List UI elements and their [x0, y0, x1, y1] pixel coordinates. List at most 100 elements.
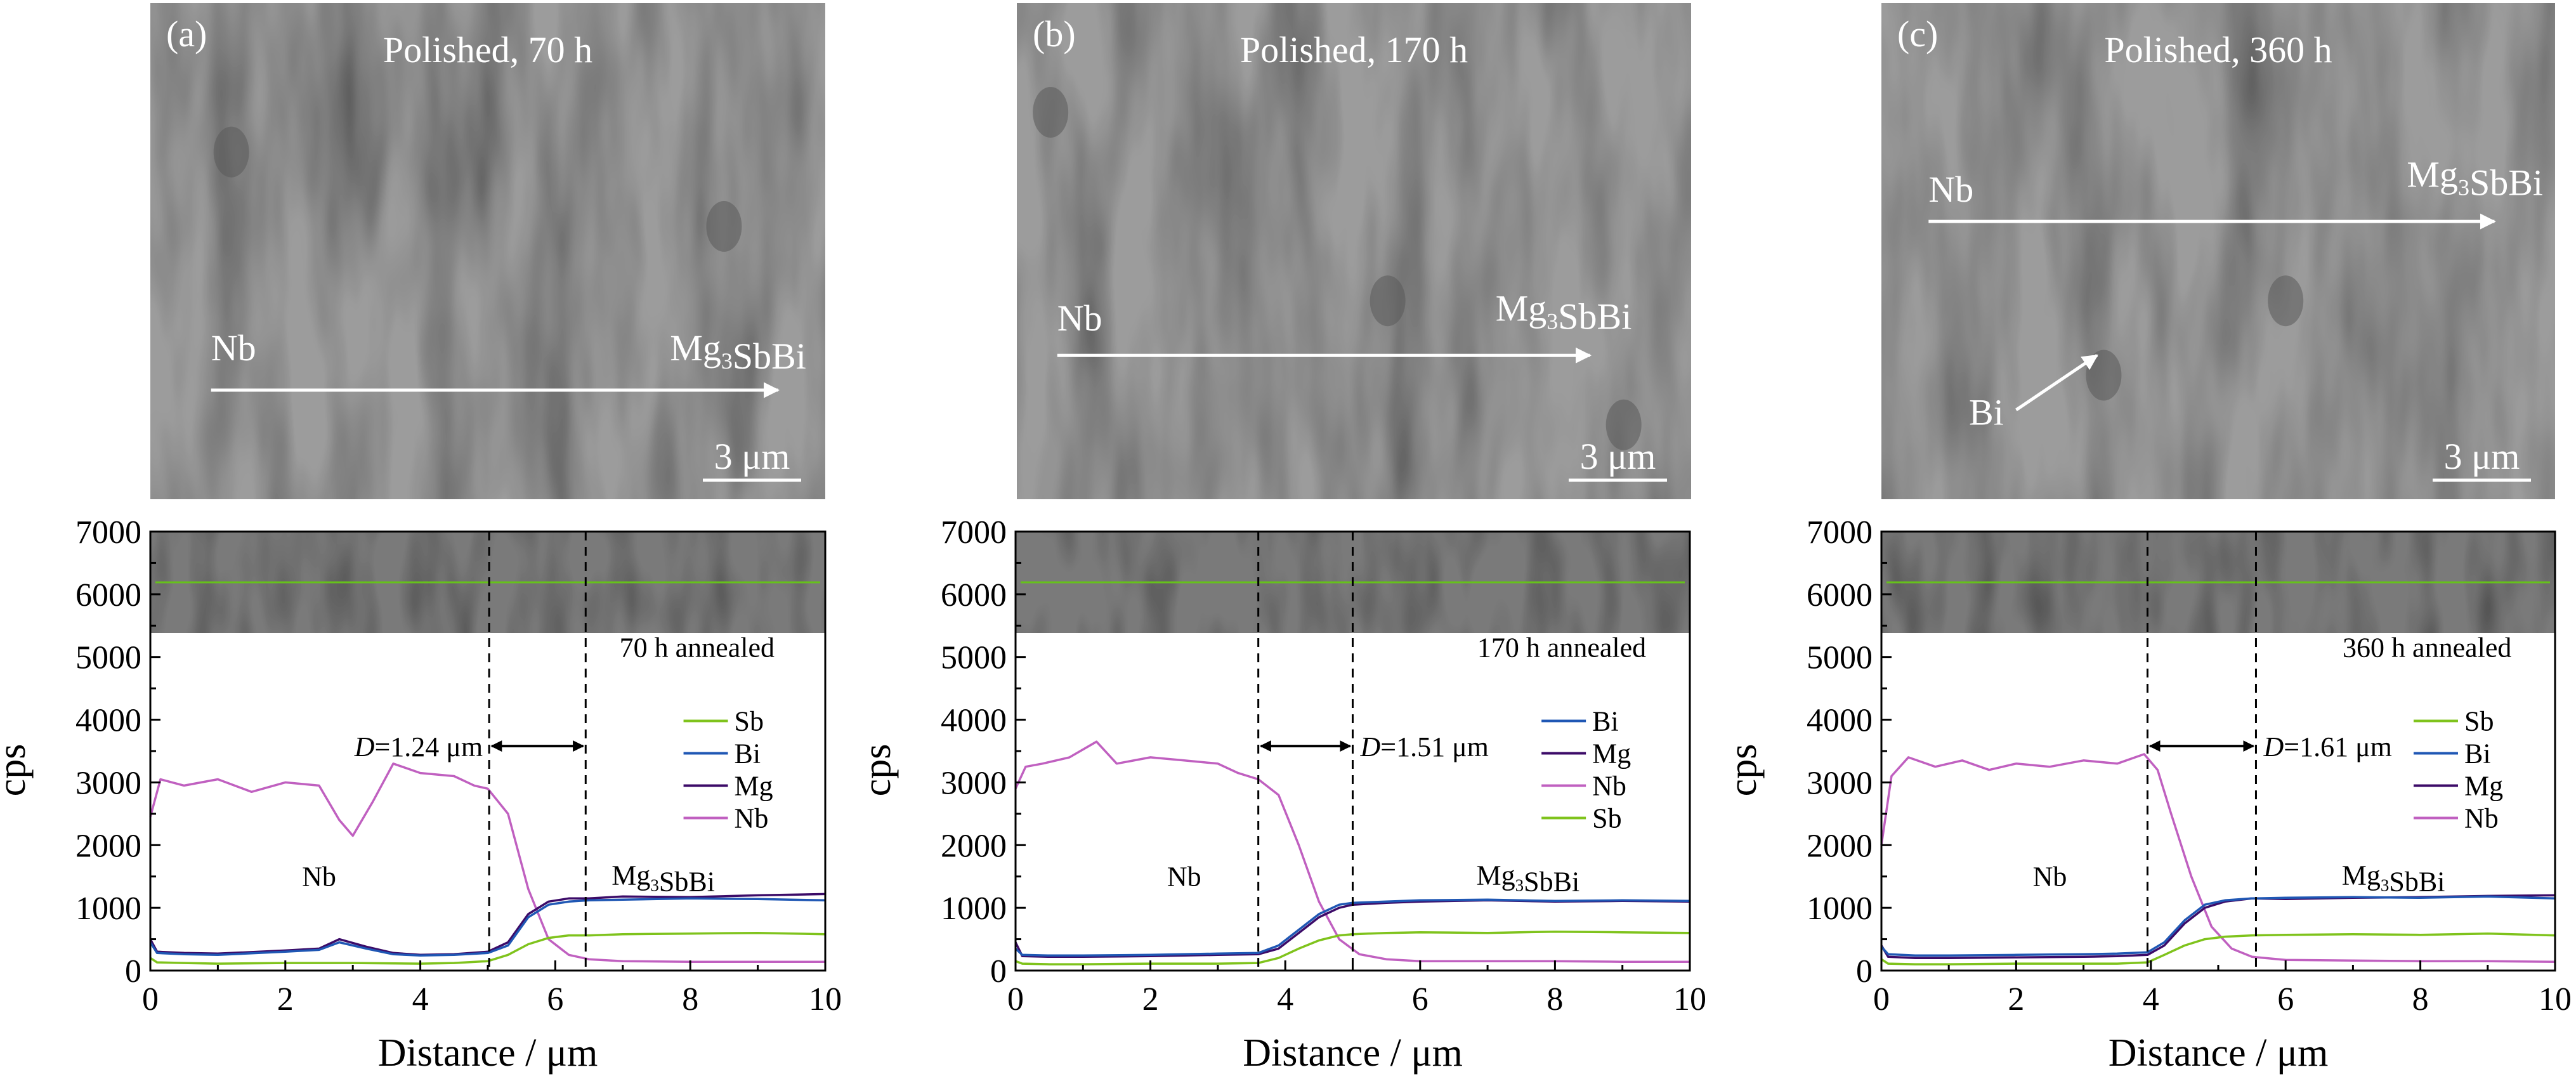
- diffusion-width-label: D=1.24 μm: [354, 731, 483, 762]
- y-tick-label: 1000: [75, 891, 141, 927]
- y-tick-label: 3000: [75, 765, 141, 801]
- x-axis-title: Distance / μm: [378, 1031, 598, 1075]
- bi-particle-label: Bi: [1969, 392, 2004, 433]
- x-tick-label: 4: [1277, 981, 1293, 1017]
- annealed-label: 360 h annealed: [2343, 632, 2511, 664]
- x-tick-label: 2: [2008, 981, 2024, 1017]
- diffusion-width-label: D=1.51 μm: [1360, 731, 1489, 762]
- y-tick-label: 5000: [941, 640, 1007, 676]
- sem-dark-feature: [706, 200, 742, 252]
- region-label-left: Nb: [302, 861, 336, 893]
- panel-label: (c): [1897, 13, 1938, 55]
- panel-a: (a) Polished, 70 h Nb Mg3SbBi 3 μm D=1.24 μm 7…: [0, 3, 842, 1075]
- y-tick-label: 5000: [1807, 640, 1873, 676]
- x-tick-label: 10: [2539, 981, 2572, 1017]
- arrow-start-label: Nb: [1057, 298, 1102, 339]
- y-tick-label: 4000: [1807, 703, 1873, 739]
- sem-background: [1017, 3, 1691, 499]
- annealed-label: 70 h annealed: [620, 632, 775, 664]
- arrow-end-label: Mg3SbBi: [670, 327, 806, 377]
- series-bi: [1880, 895, 2556, 957]
- sem-dark-feature: [213, 126, 249, 178]
- series-mg: [149, 893, 826, 957]
- y-tick-label: 6000: [1807, 577, 1873, 613]
- y-tick-label: 5000: [75, 640, 141, 676]
- series-nb: [149, 762, 825, 963]
- legend-label-sb: Sb: [2464, 706, 2494, 737]
- sem-dark-feature: [1033, 87, 1069, 138]
- scale-bar-label: 3 μm: [2444, 436, 2520, 477]
- sem-image: (a) Polished, 70 h Nb Mg3SbBi 3 μm: [150, 3, 825, 499]
- y-tick-label: 2000: [941, 828, 1007, 864]
- x-tick-label: 8: [682, 981, 698, 1017]
- y-tick-label: 7000: [75, 514, 141, 551]
- panel-label: (a): [166, 13, 207, 55]
- series-nb: [1014, 740, 1690, 963]
- x-axis-title: Distance / μm: [1243, 1031, 1463, 1075]
- x-tick-label: 0: [1873, 981, 1890, 1017]
- diffusion-width-label: D=1.61 μm: [2263, 731, 2391, 762]
- sem-dark-feature: [2268, 275, 2304, 327]
- sem-dark-feature: [1370, 275, 1406, 327]
- sem-image: (b) Polished, 170 h Nb Mg3SbBi 3 μm: [1017, 3, 1691, 499]
- x-tick-label: 8: [1546, 981, 1563, 1017]
- sem-background: [1881, 3, 2555, 499]
- legend-label-bi: Bi: [2464, 738, 2491, 769]
- y-tick-label: 0: [990, 953, 1007, 990]
- y-tick-label: 0: [125, 953, 141, 990]
- y-tick-label: 7000: [941, 514, 1007, 551]
- legend-label-nb: Nb: [1592, 771, 1626, 802]
- sem-background: [150, 3, 825, 499]
- x-tick-label: 0: [142, 981, 159, 1017]
- x-tick-label: 6: [2277, 981, 2294, 1017]
- y-axis-title: cps: [0, 744, 34, 797]
- arrow-start-label: Nb: [1928, 169, 1973, 210]
- y-tick-label: 4000: [75, 703, 141, 739]
- legend-label-nb: Nb: [735, 803, 769, 834]
- legend-label-mg: Mg: [735, 771, 773, 802]
- x-tick-label: 8: [2412, 981, 2429, 1017]
- x-tick-label: 10: [1673, 981, 1706, 1017]
- series-bi: [149, 897, 826, 957]
- sem-dark-feature: [1605, 399, 1642, 450]
- sem-title: Polished, 70 h: [383, 29, 592, 70]
- y-tick-label: 1000: [1807, 891, 1873, 927]
- series-nb: [1880, 753, 2556, 963]
- y-tick-label: 6000: [75, 577, 141, 613]
- series-bi: [1014, 898, 1690, 957]
- legend-label-bi: Bi: [735, 738, 761, 769]
- region-label-right: Mg3SbBi: [611, 860, 715, 898]
- arrow-end-label: Mg3SbBi: [1496, 287, 1632, 337]
- panel-b: (b) Polished, 170 h Nb Mg3SbBi 3 μm D=1.51 μm…: [856, 3, 1706, 1075]
- region-label-right: Mg3SbBi: [2342, 860, 2445, 898]
- scale-bar-label: 3 μm: [1580, 436, 1656, 477]
- y-tick-label: 6000: [941, 577, 1007, 613]
- y-tick-label: 0: [1856, 953, 1873, 990]
- legend-label-sb: Sb: [735, 706, 764, 737]
- legend-label-sb: Sb: [1592, 803, 1621, 834]
- sem-title: Polished, 360 h: [2104, 29, 2332, 70]
- series-sb: [1015, 930, 1690, 965]
- y-tick-label: 1000: [941, 891, 1007, 927]
- x-tick-label: 6: [547, 981, 563, 1017]
- arrow-end-label: Mg3SbBi: [2407, 154, 2543, 203]
- panel-label: (b): [1033, 13, 1076, 55]
- x-tick-label: 6: [1412, 981, 1429, 1017]
- y-tick-label: 3000: [1807, 765, 1873, 801]
- sem-image: (c) Polished, 360 h Nb Mg3SbBi Bi 3 μm: [1881, 3, 2555, 499]
- series-sb: [1881, 932, 2556, 965]
- arrow-start-label: Nb: [211, 327, 256, 369]
- x-tick-label: 2: [277, 981, 294, 1017]
- annealed-label: 170 h annealed: [1477, 632, 1646, 664]
- sem-title: Polished, 170 h: [1240, 29, 1468, 70]
- y-tick-label: 3000: [941, 765, 1007, 801]
- y-tick-label: 7000: [1807, 514, 1873, 551]
- y-tick-label: 4000: [941, 703, 1007, 739]
- x-axis-title: Distance / μm: [2109, 1031, 2329, 1075]
- series-mg: [1880, 894, 2556, 959]
- legend-label-nb: Nb: [2464, 803, 2499, 834]
- x-tick-label: 4: [2143, 981, 2159, 1017]
